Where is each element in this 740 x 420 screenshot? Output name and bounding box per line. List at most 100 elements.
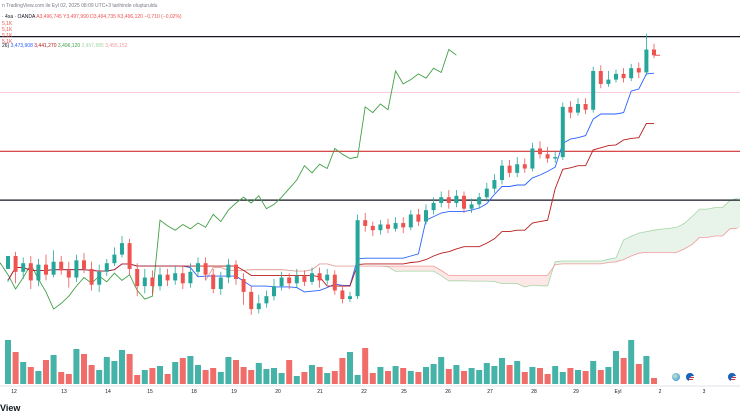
cloud-segment xyxy=(540,275,548,286)
ichimoku-base-value: 3,441,270 xyxy=(34,43,57,49)
candle-body xyxy=(196,263,200,272)
volume-bar xyxy=(613,351,619,384)
candle-body xyxy=(469,204,474,209)
candle-body xyxy=(439,197,444,203)
cloud-segment xyxy=(707,207,715,238)
volume-bar xyxy=(309,365,315,384)
volume-bar xyxy=(88,365,95,384)
ichimoku-span-b-value: 3,455,152 xyxy=(105,43,128,49)
candle-body xyxy=(332,274,337,291)
time-tick-label: 21 xyxy=(317,389,323,395)
volume-bar xyxy=(43,360,49,384)
volume-bar xyxy=(331,371,338,384)
time-tick-label: Eyl xyxy=(615,389,622,395)
volume-bar xyxy=(537,368,543,384)
candle-body xyxy=(522,164,527,169)
candle-body xyxy=(401,223,406,228)
volume-bar xyxy=(119,350,125,384)
candle-body xyxy=(21,263,26,272)
time-tick-label: 3 xyxy=(703,389,706,395)
candle-body xyxy=(226,264,231,278)
volume-bar xyxy=(293,376,300,384)
time-tick-label: 25 xyxy=(401,389,407,395)
volume-bar xyxy=(590,361,597,384)
cloud-segment xyxy=(737,197,740,229)
time-tick-label: 18 xyxy=(191,389,197,395)
ohlc-open: A3,496,745 xyxy=(36,14,62,20)
candle-body xyxy=(120,243,124,255)
volume-bar xyxy=(263,369,270,384)
volume-bar xyxy=(134,375,141,384)
cloud-segment xyxy=(486,275,495,282)
volume-bar xyxy=(225,357,232,384)
candle-body xyxy=(515,164,520,173)
volume-bar xyxy=(521,372,528,384)
candle-body xyxy=(325,274,330,281)
volume-bar xyxy=(453,365,460,384)
candle-body xyxy=(484,188,489,198)
candle-body xyxy=(180,273,185,284)
volume-bar xyxy=(324,373,331,384)
cloud-segment xyxy=(433,266,442,276)
candle-body xyxy=(355,220,360,297)
candle-body xyxy=(44,264,48,275)
volume-bar xyxy=(149,368,156,384)
candle-body xyxy=(446,197,451,203)
volume-bar xyxy=(202,370,209,384)
volume-bar xyxy=(179,358,186,384)
candle-body xyxy=(66,270,71,278)
candle-body xyxy=(500,165,504,181)
globe-flag-icon[interactable] xyxy=(672,373,680,381)
base-line xyxy=(7,122,654,287)
cloud-segment xyxy=(722,200,730,236)
cloud-segment xyxy=(471,275,480,282)
candle-body xyxy=(89,268,94,285)
horizontal-level-lines xyxy=(0,36,740,201)
symbol-legend: · 4sa · OANDA A3,496,745 Y3,497,990 D3,4… xyxy=(2,14,182,20)
cloud-segment xyxy=(448,275,457,281)
us-flag-icon[interactable] xyxy=(686,373,694,381)
ichimoku-label: 26) xyxy=(2,43,10,49)
candle-body xyxy=(74,260,79,278)
cloud-segment xyxy=(730,198,738,229)
volume-bar xyxy=(354,375,361,384)
cloud-segment xyxy=(714,207,723,236)
cloud-segment xyxy=(502,275,510,284)
candle-body xyxy=(234,264,238,279)
candle-body xyxy=(393,223,398,229)
cloud-segment xyxy=(578,261,586,264)
volume-bar xyxy=(96,370,103,384)
volume-bar xyxy=(628,340,635,384)
volume-bar xyxy=(278,373,285,384)
volume-bar xyxy=(5,340,11,384)
volume-bar xyxy=(392,366,399,384)
candle-body xyxy=(386,224,390,229)
candle-body xyxy=(553,157,558,159)
candle-body xyxy=(636,68,641,73)
cloud-segment xyxy=(676,223,685,253)
candle-body xyxy=(135,268,140,287)
volume-bar xyxy=(316,367,323,384)
volume-bar xyxy=(529,367,536,384)
volume-bar xyxy=(187,356,194,384)
volume-bar xyxy=(514,361,521,384)
cloud-segment xyxy=(395,266,404,272)
candle-body xyxy=(370,225,375,231)
volume-bar xyxy=(385,371,391,384)
candle-body xyxy=(211,274,216,290)
volume-bar xyxy=(430,364,437,384)
leading-span-b xyxy=(205,227,738,281)
volume-bar xyxy=(651,378,657,384)
cloud-segment xyxy=(441,270,449,281)
time-tick-label: 26 xyxy=(445,389,451,395)
volume-bar xyxy=(461,371,467,384)
volume-bar xyxy=(559,372,566,384)
candle-body xyxy=(241,278,246,292)
us-flag-icon-right[interactable] xyxy=(728,373,736,381)
candle-body xyxy=(294,276,299,284)
volume-bar xyxy=(65,374,72,384)
candle-body xyxy=(492,180,497,189)
volume-bar xyxy=(476,370,483,384)
cloud-segment xyxy=(418,266,426,272)
